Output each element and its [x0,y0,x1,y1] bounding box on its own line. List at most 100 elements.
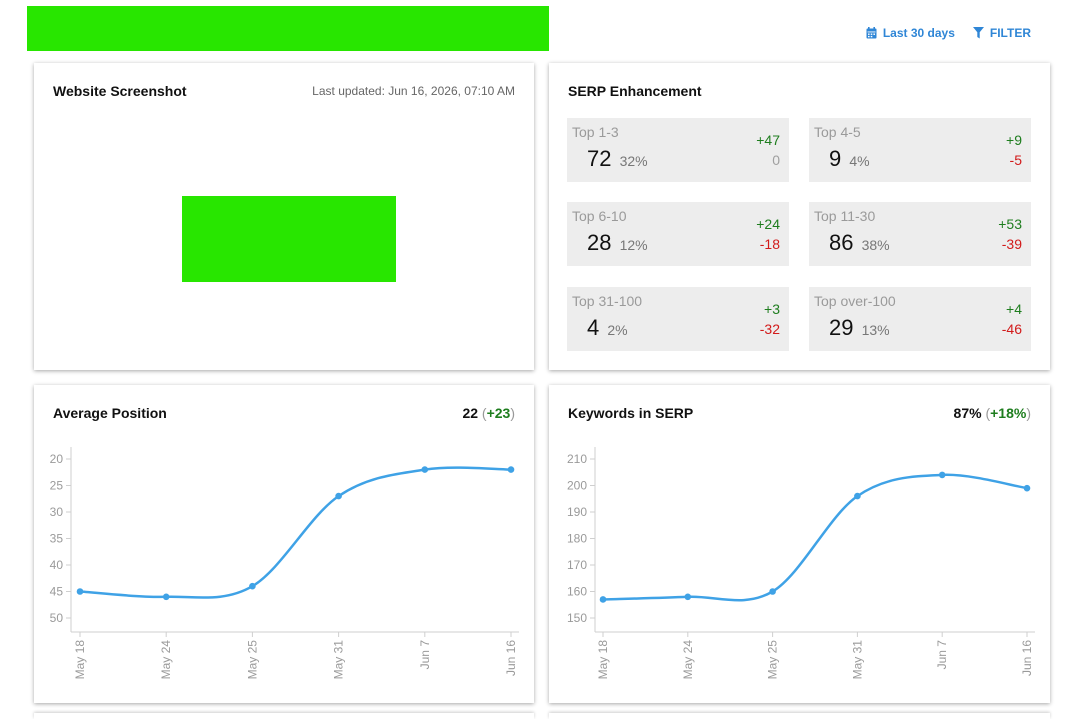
series-line [79,466,512,599]
tile-gain: +4 [1006,301,1022,317]
tile-loss: -18 [759,236,780,252]
tile-label: Top over-100 [814,293,896,309]
tile-gain: +9 [1006,132,1022,148]
y-tick-label: 180 [567,532,587,546]
data-point [769,588,776,595]
y-tick-label: 150 [567,611,587,625]
y-tick-label: 30 [50,505,64,519]
card-title: SERP Enhancement [568,83,702,99]
serp-tile-top-6-10[interactable]: Top 6-10 28 12% +24 -18 [567,202,789,266]
tile-percent: 32% [619,153,648,169]
next-card-edge [34,713,534,719]
tile-value: 86 38% [829,230,890,255]
tile-percent: 4% [849,153,870,169]
tile-loss: -5 [1009,152,1022,168]
serp-tile-top-4-5[interactable]: Top 4-5 9 4% +9 -5 [809,118,1031,182]
average-position-chart[interactable]: 20 25 30 35 40 45 50 May 18 May 24 May 25 May 31 Ju… [34,385,534,703]
tile-gain: +3 [764,301,780,317]
keywords-in-serp-chart[interactable]: 210 200 190 180 170 160 150 May 18 May 24 May 25 M… [549,385,1050,703]
data-point [507,466,515,473]
data-point [421,466,429,473]
tile-gain: +47 [756,132,780,148]
x-tick-label: May 18 [596,640,610,680]
keywords-in-serp-card: Keywords in SERP 87% (+18%) 210 200 190 180… [549,385,1050,703]
x-tick-label: May 25 [766,640,780,680]
metric-delta: +23 [486,405,511,421]
tile-value: 4 2% [587,315,628,340]
date-range-label: Last 30 days [882,26,955,40]
card-title: Keywords in SERP [568,405,694,421]
data-point [76,588,84,595]
tile-label: Top 31-100 [572,293,643,309]
filter-button[interactable]: FILTER [972,26,1031,40]
tile-label: Top 11-30 [814,208,876,224]
data-point [854,492,861,500]
tile-label: Top 1-3 [572,124,619,140]
tile-value: 28 12% [587,230,648,255]
x-tick-label: May 24 [159,640,173,680]
y-tick-label: 170 [567,558,587,572]
data-point [249,582,256,590]
filter-label: FILTER [989,26,1031,40]
tile-label: Top 6-10 [572,208,627,224]
data-point [938,471,946,479]
tile-percent: 2% [607,322,628,338]
y-tick-label: 20 [50,452,64,466]
tile-value: 29 13% [829,315,890,340]
tile-label: Top 4-5 [814,124,861,140]
keywords-in-serp-metric: 87% (+18%) [953,405,1031,421]
filter-icon [972,27,984,39]
y-tick-label: 160 [567,585,587,599]
tile-percent: 12% [619,237,648,253]
x-tick-label: Jun 16 [504,640,518,676]
x-tick-label: May 25 [245,640,259,680]
serp-tile-top-11-30[interactable]: Top 11-30 86 38% +53 -39 [809,202,1031,266]
date-range-button[interactable]: Last 30 days [866,26,955,40]
y-tick-label: 210 [567,452,587,466]
tile-loss: -39 [1001,236,1022,252]
data-point [335,492,342,500]
x-tick-label: Jun 7 [418,640,432,670]
y-tick-label: 190 [567,505,587,519]
tile-value: 72 32% [587,146,648,171]
serp-tile-top-31-100[interactable]: Top 31-100 4 2% +3 -32 [567,287,789,351]
card-title: Website Screenshot [53,83,187,99]
y-tick-label: 40 [50,558,64,572]
toolbar: Last 30 days FILTER [866,26,1031,40]
tile-loss: 0 [772,152,780,168]
average-position-card: Average Position 22 (+23) 20 25 30 35 40 45 50… [34,385,534,703]
tile-percent: 38% [861,237,890,253]
serp-enhancement-card: SERP Enhancement Top 1-3 72 32% +47 0 To… [549,63,1050,370]
metric-value: 22 [462,405,479,421]
data-point [684,593,692,601]
tile-gain: +53 [998,216,1022,232]
x-tick-label: May 31 [332,640,346,680]
y-tick-label: 50 [50,611,64,625]
serp-tile-top-over-100[interactable]: Top over-100 29 13% +4 -46 [809,287,1031,351]
header-banner [27,6,549,51]
series-line [602,473,1028,602]
y-tick-label: 200 [567,479,587,493]
serp-tile-top-1-3[interactable]: Top 1-3 72 32% +47 0 [567,118,789,182]
tile-gain: +24 [756,216,780,232]
y-tick-label: 35 [50,532,64,546]
y-tick-label: 45 [50,585,64,599]
data-point [599,596,607,603]
metric-value: 87% [953,405,982,421]
tile-loss: -46 [1001,321,1022,337]
tile-value: 9 4% [829,146,870,171]
calendar-icon [866,27,877,39]
metric-delta: +18% [990,405,1027,421]
last-updated-text: Last updated: Jun 16, 2026, 07:10 AM [312,84,515,98]
data-point [1023,484,1031,492]
website-screenshot-card: Website Screenshot Last updated: Jun 16,… [34,63,534,370]
tile-percent: 13% [861,322,890,338]
x-tick-label: May 31 [850,640,864,680]
average-position-metric: 22 (+23) [462,405,515,421]
y-tick-label: 25 [50,479,64,493]
x-tick-label: May 18 [73,640,87,680]
next-card-edge [549,713,1050,719]
tile-loss: -32 [759,321,780,337]
website-screenshot-image[interactable] [182,196,396,282]
data-point [162,593,170,601]
